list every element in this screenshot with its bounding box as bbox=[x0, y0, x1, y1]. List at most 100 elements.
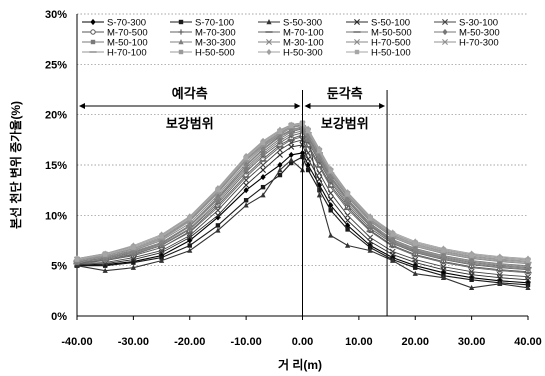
y-axis-label: 본선 천단 변위 증가율(%) bbox=[8, 101, 23, 229]
data-point bbox=[131, 245, 136, 250]
data-point bbox=[276, 151, 283, 158]
legend-item: S-70-300 bbox=[82, 18, 146, 29]
data-point bbox=[469, 277, 474, 282]
x-tick-label: 40.00 bbox=[514, 336, 542, 348]
x-tick-label: 10.00 bbox=[345, 336, 373, 348]
data-point bbox=[277, 172, 283, 178]
legend-marker bbox=[178, 19, 184, 25]
data-point bbox=[367, 245, 373, 250]
data-point bbox=[468, 268, 475, 275]
data-point bbox=[440, 253, 447, 260]
data-point bbox=[260, 140, 266, 146]
data-point bbox=[316, 176, 323, 183]
data-point bbox=[317, 148, 322, 154]
legend-item: S-30-100 bbox=[434, 18, 498, 29]
data-point bbox=[187, 243, 192, 248]
legend-item: M-70-300 bbox=[170, 28, 236, 39]
data-point bbox=[316, 192, 323, 198]
data-point bbox=[497, 280, 503, 286]
data-point bbox=[367, 216, 373, 221]
right-region-arrow-head-right bbox=[379, 103, 386, 109]
data-point bbox=[102, 267, 108, 273]
y-tick-label: 25% bbox=[45, 59, 67, 71]
legend-item: S-50-100 bbox=[346, 18, 410, 29]
data-point bbox=[389, 237, 396, 244]
left-region-arrow-head-left bbox=[79, 103, 85, 109]
axes: 0% 5% 10% 15% 20% 25% 30% -40.00 -30.00 -20.00 -10… bbox=[45, 9, 542, 348]
legend-item: S-50-300 bbox=[258, 18, 322, 29]
data-point bbox=[525, 266, 531, 271]
legend-label: M-50-300 bbox=[459, 28, 500, 39]
legend: S-70-300 S-70-100 S-50-300 S-50-100 S-30-100… bbox=[82, 18, 500, 59]
legend-item: M-30-300 bbox=[170, 38, 236, 49]
data-point bbox=[389, 248, 396, 255]
data-point bbox=[440, 274, 447, 280]
legend-marker bbox=[442, 28, 448, 36]
legend-label: M-70-100 bbox=[283, 28, 324, 39]
legend-item: M-30-100 bbox=[258, 38, 324, 49]
data-point bbox=[469, 253, 474, 258]
legend-label: S-70-300 bbox=[107, 18, 146, 29]
legend-item: H-70-500 bbox=[346, 38, 411, 49]
series-line bbox=[77, 156, 529, 286]
data-point bbox=[525, 282, 531, 287]
data-point bbox=[186, 222, 193, 229]
legend-item: M-50-300 bbox=[434, 28, 500, 39]
legend-marker bbox=[90, 29, 96, 35]
data-point bbox=[316, 182, 323, 189]
data-point bbox=[413, 241, 418, 246]
annotation-right-region-top: 둔각측 bbox=[327, 86, 363, 101]
legend-marker bbox=[90, 39, 96, 45]
data-point bbox=[525, 273, 531, 280]
data-point bbox=[243, 167, 249, 173]
data-point bbox=[102, 257, 108, 262]
data-point bbox=[158, 257, 165, 263]
annotation-left-region-bottom: 보강범위 bbox=[166, 116, 214, 131]
data-point bbox=[277, 161, 283, 169]
y-tick-label: 0% bbox=[51, 311, 67, 323]
data-point bbox=[327, 190, 334, 197]
data-point bbox=[525, 284, 531, 291]
data-point bbox=[215, 187, 221, 193]
legend-marker bbox=[178, 49, 184, 55]
y-tick-label: 10% bbox=[45, 210, 67, 222]
series-line bbox=[76, 144, 529, 281]
legend-label: S-30-100 bbox=[459, 18, 498, 29]
data-point bbox=[497, 256, 503, 261]
data-point bbox=[344, 212, 351, 219]
x-tick-label: 20.00 bbox=[401, 336, 429, 348]
legend-label: M-70-500 bbox=[107, 28, 148, 39]
legend-label: H-70-300 bbox=[459, 38, 499, 49]
legend-label: M-50-500 bbox=[371, 28, 412, 39]
right-region-arrow-head-left bbox=[304, 103, 311, 109]
data-point bbox=[367, 221, 374, 228]
legend-marker bbox=[178, 39, 184, 45]
data-point bbox=[102, 263, 108, 268]
legend-label: M-50-100 bbox=[107, 38, 148, 49]
data-point bbox=[243, 202, 249, 208]
data-point bbox=[289, 131, 294, 136]
data-point bbox=[260, 173, 266, 181]
data-point bbox=[243, 182, 250, 189]
data-point bbox=[289, 123, 294, 128]
legend-label: H-50-100 bbox=[371, 48, 411, 59]
data-point bbox=[497, 264, 503, 269]
data-point bbox=[260, 146, 267, 153]
series-layer bbox=[73, 119, 532, 291]
data-point bbox=[496, 271, 503, 278]
data-point bbox=[413, 265, 418, 270]
data-point bbox=[328, 177, 333, 183]
data-point bbox=[187, 216, 192, 221]
series-line bbox=[76, 130, 529, 270]
data-point bbox=[305, 161, 311, 169]
data-point bbox=[305, 167, 311, 173]
x-tick-label: 0.00 bbox=[292, 336, 313, 348]
data-point bbox=[525, 263, 531, 270]
legend-label: H-70-100 bbox=[107, 48, 147, 59]
legend-marker bbox=[266, 19, 272, 25]
data-point bbox=[412, 270, 418, 276]
y-tick-label: 30% bbox=[45, 9, 67, 21]
data-point bbox=[187, 247, 193, 253]
legend-label: H-50-500 bbox=[195, 48, 235, 59]
